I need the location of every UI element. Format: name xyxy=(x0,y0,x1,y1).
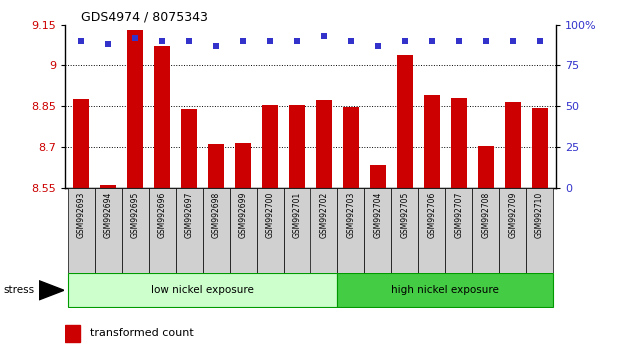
Text: GSM992701: GSM992701 xyxy=(292,192,302,238)
Bar xyxy=(127,30,143,188)
Bar xyxy=(154,46,170,188)
Text: low nickel exposure: low nickel exposure xyxy=(152,285,254,295)
Bar xyxy=(176,188,202,273)
Point xyxy=(157,38,167,44)
Point xyxy=(346,38,356,44)
Bar xyxy=(95,188,122,273)
Point xyxy=(265,38,275,44)
Bar xyxy=(337,273,553,307)
Bar xyxy=(472,188,499,273)
Text: GSM992708: GSM992708 xyxy=(481,192,490,238)
Text: GSM992710: GSM992710 xyxy=(535,192,544,238)
Bar xyxy=(181,109,197,188)
Point xyxy=(76,38,86,44)
Point xyxy=(373,43,383,49)
Bar xyxy=(316,100,332,188)
Text: GSM992699: GSM992699 xyxy=(238,192,248,238)
Text: GDS4974 / 8075343: GDS4974 / 8075343 xyxy=(81,11,207,24)
Bar xyxy=(343,107,359,188)
Bar xyxy=(284,188,310,273)
Bar xyxy=(310,188,337,273)
Polygon shape xyxy=(39,281,64,300)
Text: GSM992704: GSM992704 xyxy=(373,192,383,238)
Text: GSM992707: GSM992707 xyxy=(454,192,463,238)
Bar xyxy=(445,188,472,273)
Point xyxy=(319,33,329,39)
Text: GSM992698: GSM992698 xyxy=(212,192,220,238)
Text: GSM992700: GSM992700 xyxy=(266,192,274,238)
Text: GSM992706: GSM992706 xyxy=(427,192,437,238)
Bar xyxy=(65,325,80,342)
Point xyxy=(400,38,410,44)
Text: GSM992709: GSM992709 xyxy=(508,192,517,238)
Text: high nickel exposure: high nickel exposure xyxy=(391,285,499,295)
Bar xyxy=(230,188,256,273)
Bar xyxy=(289,105,305,188)
Bar xyxy=(262,105,278,188)
Point xyxy=(454,38,464,44)
Point xyxy=(535,38,545,44)
Bar xyxy=(397,55,413,188)
Point xyxy=(130,35,140,41)
Text: GSM992705: GSM992705 xyxy=(401,192,409,238)
Bar xyxy=(68,273,337,307)
Point xyxy=(292,38,302,44)
Bar xyxy=(365,188,391,273)
Bar xyxy=(73,99,89,188)
Bar xyxy=(526,188,553,273)
Bar xyxy=(256,188,284,273)
Bar xyxy=(532,108,548,188)
Text: GSM992694: GSM992694 xyxy=(104,192,113,238)
Bar xyxy=(68,188,95,273)
Point xyxy=(481,38,491,44)
Bar xyxy=(337,188,365,273)
Text: GSM992695: GSM992695 xyxy=(131,192,140,238)
Bar xyxy=(208,144,224,188)
Point xyxy=(427,38,437,44)
Bar xyxy=(419,188,445,273)
Text: GSM992696: GSM992696 xyxy=(158,192,167,238)
Text: GSM992697: GSM992697 xyxy=(184,192,194,238)
Bar xyxy=(391,188,419,273)
Point xyxy=(508,38,518,44)
Text: GSM992702: GSM992702 xyxy=(319,192,329,238)
Bar xyxy=(451,98,467,188)
Bar xyxy=(122,188,149,273)
Point xyxy=(103,41,113,47)
Point xyxy=(238,38,248,44)
Bar xyxy=(100,185,116,188)
Bar xyxy=(505,102,521,188)
Bar xyxy=(369,165,386,188)
Text: stress: stress xyxy=(3,285,34,295)
Text: transformed count: transformed count xyxy=(89,329,194,338)
Bar xyxy=(499,188,526,273)
Text: GSM992693: GSM992693 xyxy=(77,192,86,238)
Bar xyxy=(478,145,494,188)
Text: GSM992703: GSM992703 xyxy=(347,192,355,238)
Point xyxy=(184,38,194,44)
Bar xyxy=(202,188,230,273)
Bar xyxy=(149,188,176,273)
Bar xyxy=(424,95,440,188)
Point xyxy=(211,43,221,49)
Bar xyxy=(235,143,252,188)
